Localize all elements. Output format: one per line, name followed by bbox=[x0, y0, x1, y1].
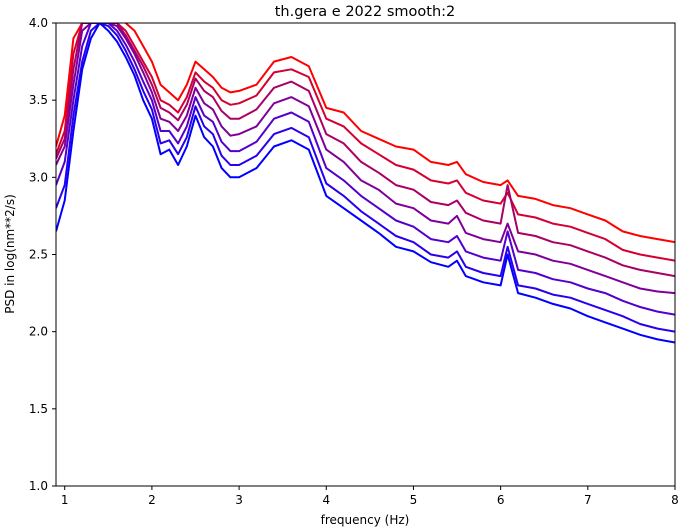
x-tick-label: 6 bbox=[497, 493, 505, 507]
series-line-1 bbox=[56, 23, 675, 244]
series-line-4 bbox=[56, 23, 675, 295]
series-line-2 bbox=[56, 23, 675, 262]
y-tick-label: 4.0 bbox=[29, 16, 48, 30]
x-tick-label: 7 bbox=[584, 493, 592, 507]
y-tick-label: 2.5 bbox=[29, 248, 48, 262]
x-tick-label: 1 bbox=[61, 493, 69, 507]
y-tick-label: 1.0 bbox=[29, 479, 48, 493]
y-axis: 1.0 1.5 2.0 2.5 3.0 3.5 4.0 bbox=[29, 16, 56, 493]
y-tick-label: 2.0 bbox=[29, 325, 48, 339]
series-line-5 bbox=[56, 23, 675, 316]
y-tick-label: 3.0 bbox=[29, 170, 48, 184]
series-line-6 bbox=[56, 23, 675, 333]
y-tick-label: 1.5 bbox=[29, 402, 48, 416]
x-tick-label: 8 bbox=[671, 493, 679, 507]
chart-title: th.gera e 2022 smooth:2 bbox=[275, 4, 456, 20]
y-tick-label: 3.5 bbox=[29, 93, 48, 107]
series-layer bbox=[56, 23, 675, 344]
x-tick-label: 4 bbox=[322, 493, 330, 507]
x-axis: 1 2 3 4 5 6 7 8 bbox=[61, 486, 679, 507]
x-tick-label: 2 bbox=[148, 493, 156, 507]
x-tick-label: 5 bbox=[410, 493, 418, 507]
series-line-3 bbox=[56, 23, 675, 278]
x-tick-label: 3 bbox=[235, 493, 243, 507]
x-axis-label: frequency (Hz) bbox=[321, 513, 410, 527]
y-axis-label: PSD in log(nm**2/s) bbox=[3, 194, 17, 314]
series-line-7 bbox=[56, 23, 675, 344]
